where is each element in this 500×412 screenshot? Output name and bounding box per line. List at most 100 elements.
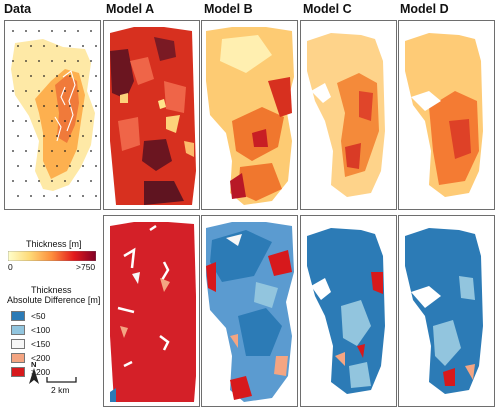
model-b-diff-red [206,262,216,292]
model-b-diff-light-blue [254,282,278,308]
borehole-point [25,180,27,182]
model-b-dark-patch [252,129,268,147]
borehole-points [12,30,97,197]
scale-bar [46,377,77,383]
borehole-point [30,105,32,107]
model-a-thickness-panel [103,20,200,210]
borehole-point [56,135,58,137]
model-b-diff-red [230,376,252,400]
model-c-difference-panel [300,215,397,407]
borehole-point [82,195,84,197]
title-model-c: Model C [303,2,352,16]
model-c-diff-white [311,278,331,300]
borehole-point [30,165,32,167]
borehole-point [90,60,92,62]
borehole-point [25,150,27,152]
model-b-thickness-panel [201,20,298,210]
borehole-point [95,105,97,107]
model-a-difference-panel [103,215,200,407]
model-a-diff-base [110,222,196,402]
borehole-point [56,165,58,167]
borehole-point [43,75,45,77]
data-map-panel [4,20,101,210]
borehole-point [69,195,71,197]
borehole-point [12,180,14,182]
model-d-diff-pink [465,364,475,380]
difference-legend-row: <50 [11,310,45,321]
model-a-diff-pink-patch [120,326,128,338]
borehole-point [82,105,84,107]
title-model-b: Model B [204,2,253,16]
borehole-point [64,60,66,62]
north-arrow-icon [29,368,39,384]
difference-legend-row: <200 [11,352,50,363]
model-a-diff-pink-patch [160,278,170,292]
difference-legend-swatch [11,366,25,377]
borehole-point [95,135,97,137]
model-d-diff-light-blue [459,276,475,300]
borehole-point [82,165,84,167]
data-map [11,30,97,197]
borehole-point [69,135,71,137]
model-d-diff-base [405,228,483,394]
model-d-diff-light-blue [433,320,461,366]
model-c-diff-red [371,272,383,294]
model-b-diff-pink [274,356,288,376]
model-c-thickness-panel [300,20,397,210]
model-a-diff-blue-patch [110,388,116,402]
model-a-light-patch [184,141,194,157]
model-a-difference-map [110,222,196,402]
borehole-point [17,165,19,167]
borehole-point [38,90,40,92]
title-data: Data [4,2,32,16]
difference-legend-row: >200 [11,366,50,377]
borehole-point [69,45,71,47]
borehole-point [64,90,66,92]
thickness-legend-min: 0 [8,262,13,272]
borehole-point [95,165,97,167]
borehole-point [25,120,27,122]
borehole-point [17,75,19,77]
model-a-light-patch [166,115,180,133]
model-b-difference-panel [201,215,298,407]
borehole-point [17,195,19,197]
borehole-point [12,120,14,122]
borehole-point [82,135,84,137]
borehole-point [77,60,79,62]
difference-legend-swatch [11,338,25,349]
borehole-point [17,105,19,107]
borehole-point [56,195,58,197]
model-b-dark-patch [230,173,246,199]
model-c-dark-patch [359,91,373,121]
borehole-point [38,180,40,182]
borehole-point [64,30,66,32]
model-a-light-patch [120,93,128,103]
borehole-point [95,75,97,77]
model-b-diff-pink [230,334,238,348]
borehole-point [77,90,79,92]
borehole-point [82,75,84,77]
model-c-diff-red [357,344,365,358]
model-b-diff-white [226,234,242,246]
model-c-thickness-map [307,33,385,197]
model-b-diff-red [268,250,292,276]
borehole-point [43,45,45,47]
borehole-point [43,105,45,107]
borehole-point [38,120,40,122]
borehole-point [95,45,97,47]
model-d-difference-panel [398,215,495,407]
model-b-mid-patch [238,163,282,201]
borehole-point [64,180,66,182]
model-a-mid-patch [118,117,140,151]
thickness-legend-title: Thickness [m] [26,239,82,249]
borehole-point [64,120,66,122]
borehole-point [69,75,71,77]
borehole-point [30,195,32,197]
borehole-point [77,180,79,182]
borehole-point [51,90,53,92]
borehole-point [43,165,45,167]
model-c-notch [311,83,331,103]
model-b-diff-dark-blue [238,308,282,356]
model-a-light-patch [158,99,166,109]
borehole-point [17,45,19,47]
